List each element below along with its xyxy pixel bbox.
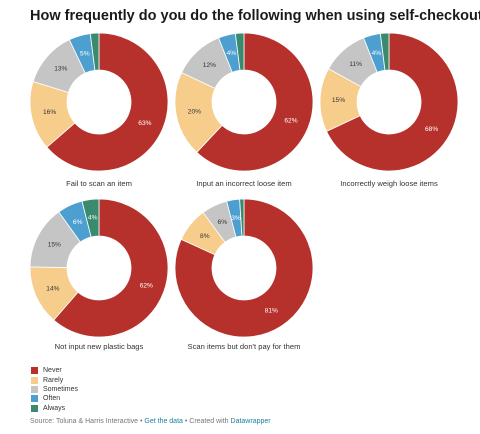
footer-separator: • [138,418,145,425]
legend-swatch-always [31,404,38,412]
slice-always [89,32,100,71]
slice-label-often: 3% [231,215,241,222]
slice-label-sometimes: 12% [203,62,216,69]
slice-label-sometimes: 6% [218,219,228,226]
slice-never [196,32,314,172]
datawrapper-link[interactable]: Datawrapper [230,418,271,425]
chart-caption: Not input new plastic bags [55,342,144,351]
legend-label-often: Often [43,395,61,403]
slice-label-rarely: 14% [46,285,59,292]
slice-never [326,32,459,172]
created-with-text: • Created with [182,418,231,425]
slice-label-never: 81% [265,307,278,314]
slice-label-never: 68% [425,126,438,133]
slice-label-often: 5% [80,50,90,57]
source-text: Source: Toluna & Harris Interactive [30,418,139,425]
slice-always [379,32,390,71]
get-data-link[interactable]: Get the data [144,418,183,425]
slice-label-often: 4% [372,50,382,57]
slice-label-never: 63% [138,120,151,127]
donut-chart-1: 63% 16% 13% 5% Fail to scan an item [29,32,169,188]
footer: Source: Toluna & Harris Interactive • Ge… [30,418,271,425]
slice-label-always: 4% [88,215,98,222]
chart-title: How frequently do you do the following w… [30,8,480,24]
slice-label-rarely: 16% [43,109,56,116]
legend-item-rarely: Rarely [31,375,78,384]
legend-label-sometimes: Sometimes [43,385,79,393]
slice-label-rarely: 8% [200,233,210,240]
legend-swatch-sometimes [31,385,38,393]
slice-never [174,198,314,338]
donut-chart-5: 81% 8% 6%3% Scan items but don't pay for th… [174,198,314,351]
chart-caption: Fail to scan an item [66,179,132,188]
legend-label-always: Always [43,404,66,412]
chart-caption: Input an incorrect loose item [196,179,291,188]
slice-label-rarely: 20% [188,108,201,115]
slice-label-sometimes: 13% [54,66,67,73]
chart-caption: Incorrectly weigh loose items [340,179,438,188]
legend-item-often: Often [31,394,78,403]
legend-label-rarely: Rarely [43,376,64,384]
slice-label-sometimes: 11% [349,61,362,68]
slice-never [46,32,169,172]
slice-always [234,32,245,71]
legend-swatch-rarely [31,376,38,384]
legend-item-sometimes: Sometimes [31,385,78,394]
slice-label-rarely: 15% [332,97,345,104]
slice-always [81,198,100,238]
slice-label-sometimes: 15% [48,241,61,248]
slice-always [239,198,245,237]
legend-label-never: Never [43,367,62,375]
legend-swatch-often [31,395,38,403]
legend-item-never: Never [31,366,78,375]
slice-label-never: 62% [140,282,153,289]
slice-never [53,198,169,338]
donut-chart-4: 62% 14% 15% 6% 4% Not input new plastic bags [29,198,169,351]
slice-label-never: 62% [284,117,297,124]
donut-chart-2: 62% 20% 12% 4% Input an incorrect loose item [174,32,314,188]
chart-caption: Scan items but don't pay for them [188,342,301,351]
legend-swatch-never [31,367,38,375]
legend-item-always: Always [31,404,78,413]
slice-label-often: 6% [73,219,83,226]
donut-chart-3: 68% 15% 11% 4% Incorrectly weigh loose items [319,32,459,188]
slice-label-often: 4% [227,50,237,57]
legend: Never Rarely Sometimes Often Always [31,366,78,413]
